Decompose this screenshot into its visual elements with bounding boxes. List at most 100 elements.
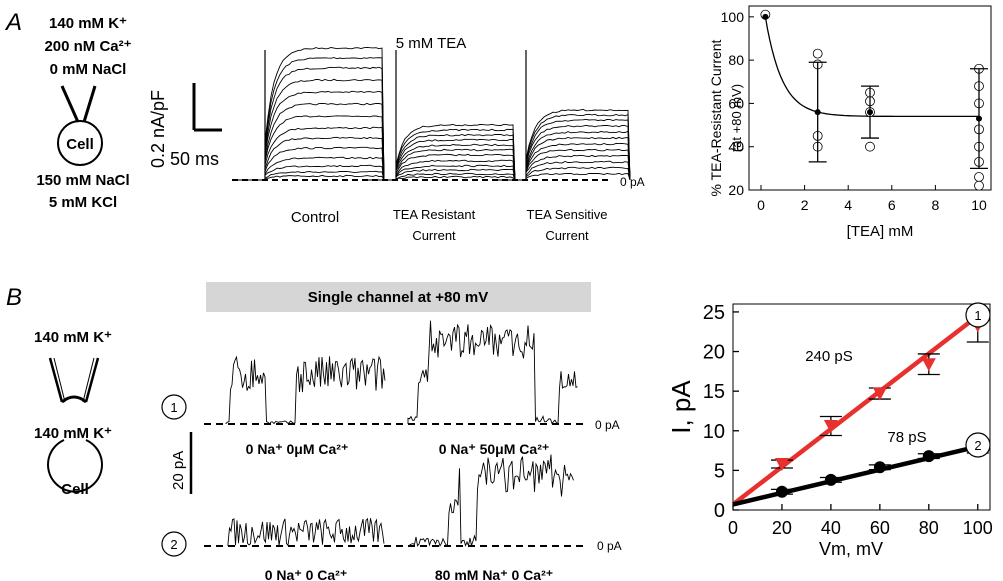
dose-mean-point [762, 13, 769, 20]
pipette-solution-ca: 200 nM Ca²⁺ [44, 38, 131, 55]
dose-ylabel-line2: (at +80 mV) [729, 84, 744, 152]
current-trace [493, 130, 631, 181]
iv-data-point [872, 387, 887, 401]
channel-trace [227, 517, 385, 547]
iv-curve-chart: 0 5 10 15 20 25 0 20 40 60 80 100 240 pS 1 78 pS 2 [703, 302, 993, 538]
current-trace [493, 160, 631, 181]
current-trace [363, 128, 516, 181]
current-trace [232, 90, 385, 181]
dose-data-point [865, 141, 875, 152]
zero-label-b2: 0 pA [597, 539, 622, 553]
panel-b-label: B [6, 284, 22, 311]
zero-label-b1: 0 pA [595, 418, 620, 432]
tea-condition-title: 5 mM TEA [396, 35, 467, 52]
iv-data-point [775, 485, 788, 498]
iv-ytick-label: 5 [714, 460, 725, 482]
iv-data-point [922, 450, 935, 463]
dose-data-point [974, 180, 984, 191]
channel-trace [225, 355, 386, 425]
tea-dose-response-chart: 20 40 60 80 100 0 2 4 6 8 10 [721, 5, 992, 213]
iv-xtick-label: 100 [963, 518, 993, 538]
iv-series-marker-label: 1 [974, 308, 981, 323]
iv-xlabel: Vm, mV [819, 539, 883, 559]
iv-ytick-label: 0 [714, 500, 725, 522]
chart-frame-dose [748, 5, 992, 191]
iv-series-marker [965, 432, 991, 458]
current-trace [232, 46, 385, 181]
scale-bar-a [192, 83, 222, 132]
current-trace [363, 143, 516, 181]
dose-mean-point [976, 115, 982, 122]
current-trace [363, 172, 516, 181]
current-trace [363, 148, 516, 181]
current-trace [232, 170, 385, 181]
current-trace [363, 175, 516, 181]
trace-label-tea-sensitive: TEA Sensitive [527, 207, 608, 222]
iv-ytick-label: 15 [703, 381, 725, 403]
current-trace [493, 166, 631, 181]
dose-ytick-label: 80 [728, 52, 744, 68]
iv-ytick-label: 20 [703, 342, 725, 364]
iv-fit-line [731, 314, 980, 507]
iv-data-point [873, 461, 886, 474]
scale-current-label-a: 0.2 nA/pF [148, 90, 168, 168]
pipette-solution-k: 140 mM K⁺ [49, 15, 127, 32]
dose-ytick-label: 60 [728, 95, 744, 111]
current-trace [493, 172, 631, 181]
dose-ytick-label: 40 [728, 139, 744, 155]
current-trace [363, 164, 516, 181]
bath-solution-kcl: 5 mM KCl [49, 194, 117, 211]
outside-out-cell-icon [57, 85, 103, 166]
iv-conductance-label: 78 pS [887, 429, 926, 446]
iv-series-marker [965, 302, 991, 328]
row2-marker-label: 2 [170, 537, 177, 552]
current-trace [232, 156, 385, 181]
current-trace [493, 148, 631, 181]
dose-xtick-label: 4 [844, 197, 852, 213]
zero-label-a: 0 pA [620, 175, 645, 189]
trace-label-tea-sensitive-current: Current [545, 228, 589, 243]
iv-data-point [774, 458, 789, 472]
trace-label-control: Control [291, 209, 339, 226]
current-trace [493, 113, 631, 181]
condition-label-2a: 0 Na⁺ 0 Ca²⁺ [265, 567, 347, 581]
current-trace [232, 146, 385, 181]
dose-xtick-label: 2 [801, 197, 809, 213]
current-trace [232, 102, 385, 181]
chart-frame-iv [732, 303, 991, 511]
iv-data-point [921, 358, 936, 372]
scale-current-label-b: 20 pA [170, 451, 187, 490]
channel-trace [407, 320, 578, 425]
single-channel-banner [206, 282, 591, 312]
current-trace [363, 153, 516, 181]
iv-ytick-label: 10 [703, 421, 725, 443]
current-trace [232, 57, 385, 181]
current-trace [493, 118, 631, 181]
current-trace [232, 126, 385, 181]
trace-label-tea-resistant: TEA Resistant [393, 207, 476, 222]
row2-marker [161, 531, 187, 557]
dose-xtick-label: 10 [971, 197, 987, 213]
channel-trace [409, 454, 574, 548]
current-trace [493, 108, 631, 181]
current-trace [363, 168, 516, 181]
iv-conductance-label: 240 pS [805, 348, 853, 365]
current-trace [363, 133, 516, 181]
iv-fit-line [732, 444, 979, 507]
bath-solution-nacl: 150 mM NaCl [36, 172, 129, 189]
dose-xtick-label: 0 [757, 197, 765, 213]
condition-label-1b: 0 Na⁺ 50μM Ca²⁺ [439, 441, 550, 457]
iv-xtick-label: 40 [821, 518, 841, 538]
whole-cell-traces [232, 46, 631, 181]
pipette-solution-nacl: 0 mM NaCl [50, 61, 127, 78]
dose-xtick-label: 8 [932, 197, 940, 213]
iv-ytick-label: 25 [703, 302, 725, 324]
bath-solution-b: 140 mM K⁺ [34, 425, 112, 442]
iv-data-point [823, 420, 838, 434]
inside-out-patch-icon [47, 357, 103, 493]
current-trace [232, 115, 385, 181]
dose-ytick-label: 100 [721, 9, 745, 25]
current-trace [493, 154, 631, 181]
current-trace [232, 66, 385, 181]
